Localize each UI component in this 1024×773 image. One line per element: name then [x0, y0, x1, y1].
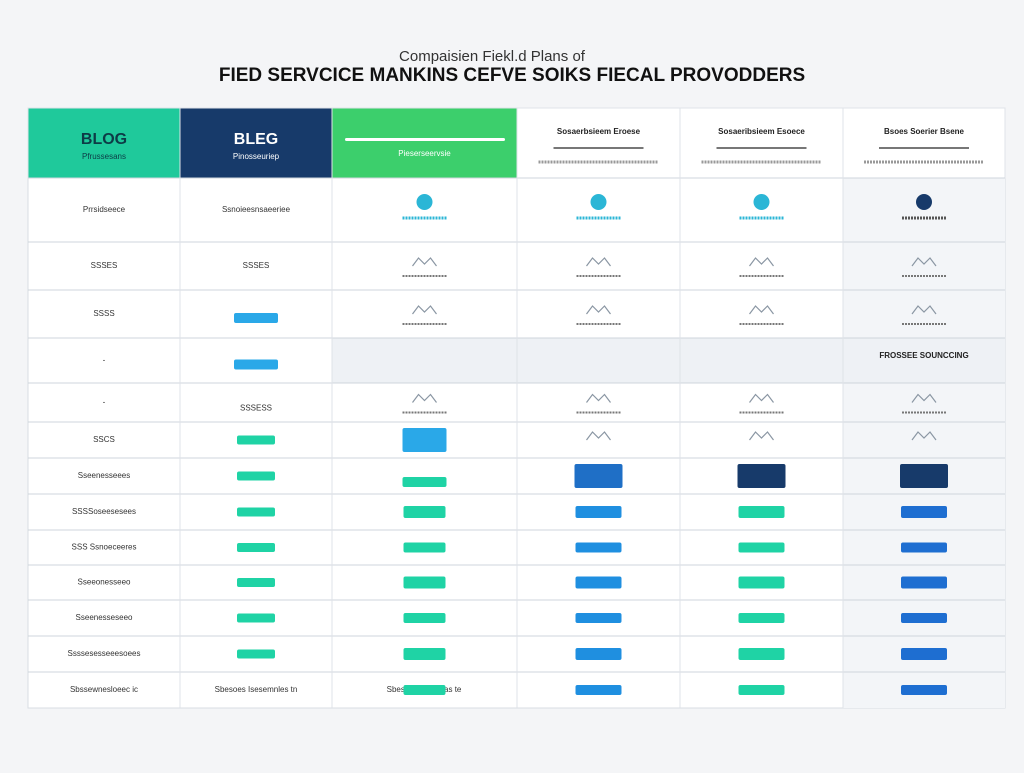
feature-badge: [402, 428, 447, 452]
feature-badge: [901, 648, 947, 660]
feature-icon: [586, 305, 611, 315]
plan-text: Ssnoieesnsaeeriee: [222, 205, 291, 214]
plan-text: Sbesoes Isesemnles tn: [215, 685, 298, 694]
feature-icon: [749, 393, 774, 403]
feature-badge: [901, 542, 947, 553]
feature-badge: [237, 543, 275, 552]
column-header: [331, 107, 518, 179]
feature-icon: [749, 257, 774, 267]
feature-badge: [234, 313, 278, 323]
title: FIED SERVCICE MANKINS CEFVE SOIKS FIECAL…: [219, 65, 805, 86]
column-title: Sosaerbsieem Eroese: [557, 127, 641, 136]
column-subtitle: Pfrussesans: [82, 152, 126, 161]
feature-badge: [575, 542, 622, 553]
feature-icon: [586, 431, 611, 441]
feature-badge: [237, 649, 275, 659]
feature-badge: [234, 359, 278, 370]
feature-badge: [403, 542, 446, 553]
provider-icon: [590, 194, 607, 210]
column-header: [516, 107, 681, 179]
feature-badge: [575, 576, 622, 589]
column-shade: [843, 178, 1005, 708]
feature-badge: [237, 578, 275, 587]
column-header: [27, 107, 181, 179]
plan-text: SSSES: [243, 261, 270, 270]
column-title: BLEG: [234, 131, 278, 148]
feature-badge: [574, 464, 623, 488]
column-title: Bsoes Soerier Bsene: [884, 127, 965, 136]
feature-badge: [575, 648, 622, 660]
feature-badge: [901, 613, 947, 623]
feature-badge: [738, 648, 785, 660]
row-label: Prrsidseece: [83, 205, 126, 214]
column-subtitle: Pinosseuriep: [233, 152, 280, 161]
row-label: Sbssewnesloeec ic: [70, 685, 138, 694]
row-label: -: [103, 398, 106, 407]
feature-badge: [575, 506, 622, 518]
provider-icon: [916, 194, 932, 210]
subtitle: Compaisien Fiekl.d Plans of: [399, 48, 586, 65]
feature-badge: [575, 685, 622, 695]
row-label: SSSES: [91, 261, 118, 270]
column-header: [842, 107, 1006, 179]
feature-badge: [237, 507, 275, 517]
feature-badge: [402, 477, 447, 487]
row-label: Ssssesesseeesoees: [68, 649, 141, 658]
feature-badge: [738, 576, 785, 589]
row-label: Sseeonesseeo: [78, 578, 131, 587]
row-label: SSS Ssnoeceeres: [72, 543, 137, 552]
feature-icon: [911, 431, 937, 441]
feature-icon: [586, 393, 611, 403]
feature-badge: [403, 613, 446, 623]
feature-badge: [737, 464, 786, 488]
feature-badge: [403, 576, 446, 589]
feature-icon: [412, 305, 437, 315]
column-header: [679, 107, 844, 179]
feature-badge: [901, 506, 947, 518]
feature-badge: [575, 613, 622, 623]
row-label: Sseenesseees: [78, 471, 130, 480]
feature-icon: [749, 431, 774, 441]
row-label: -: [103, 356, 106, 365]
column-title: BLOG: [81, 131, 127, 148]
feature-badge: [738, 542, 785, 553]
column-subtitle: Pieserseervsie: [398, 149, 451, 158]
column-title: Sosaeribsieem Esoece: [718, 127, 805, 136]
feature-badge: [738, 506, 785, 518]
feature-badge: [901, 685, 947, 695]
feature-badge: [237, 471, 275, 481]
feature-badge: [237, 435, 275, 445]
row-label: SSSSoseesesees: [72, 507, 136, 516]
provider-icon: [753, 194, 770, 210]
feature-badge: [901, 576, 947, 589]
row-label: Sseenesseseeo: [76, 613, 133, 622]
header-bar: [345, 138, 505, 141]
row-label: SSSS: [93, 309, 114, 318]
plan-text: SSSESS: [240, 404, 272, 413]
feature-icon: [749, 305, 774, 315]
feature-badge: [738, 613, 785, 623]
column-shade: [332, 338, 1005, 383]
feature-badge: [403, 685, 446, 695]
feature-badge: [403, 506, 446, 518]
feature-icon: [911, 393, 937, 403]
feature-icon: [911, 257, 937, 267]
provider-icon: [416, 194, 433, 210]
feature-icon: [911, 305, 937, 315]
feature-badge: [403, 648, 446, 660]
feature-icon: [412, 393, 437, 403]
row-label: SSCS: [93, 435, 115, 444]
note: FROSSEE SOUNCCING: [879, 351, 968, 360]
column-header: [179, 107, 333, 179]
feature-badge: [900, 464, 948, 488]
feature-badge: [738, 685, 785, 695]
feature-icon: [412, 257, 437, 267]
feature-badge: [237, 613, 275, 623]
feature-icon: [586, 257, 611, 267]
